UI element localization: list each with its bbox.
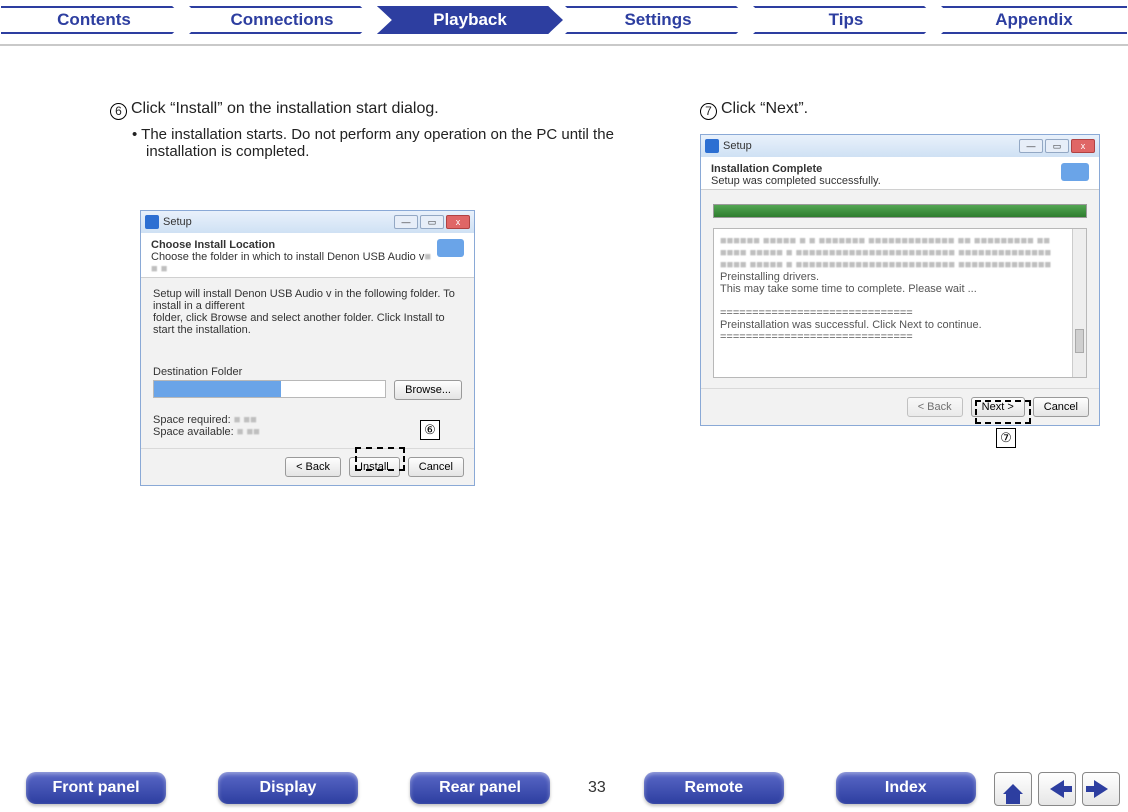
header-sub: Choose the folder in which to install De… [151,251,431,275]
step-7-text: Click “Next”. [721,100,808,117]
cancel-button[interactable]: Cancel [1033,397,1089,417]
step-7-heading: 7Click “Next”. [700,100,1120,120]
close-button[interactable]: x [446,215,470,229]
header-bold: Installation Complete [711,163,822,175]
tab-label: Connections [231,10,334,30]
titlebar-left: Setup [145,215,192,229]
back-button[interactable]: < Back [907,397,963,417]
callout-6-label: ⑥ [420,420,440,440]
home-icon[interactable] [994,772,1032,806]
installer-window-complete: Setup — ▭ x Installation Complete Setup … [700,134,1100,426]
tab-playback[interactable]: Playback [377,6,563,34]
close-button[interactable]: x [1071,139,1095,153]
output-log: ■■■■■■ ■■■■■ ■ ■ ■■■■■■■ ■■■■■■■■■■■■■ ■… [713,228,1087,378]
tab-label: Tips [829,10,864,30]
cancel-button[interactable]: Cancel [408,457,464,477]
window-footer: < Back Next > Cancel [701,388,1099,425]
nav-label: Index [885,779,927,797]
destination-field[interactable] [153,380,386,398]
nav-remote[interactable]: Remote [644,772,784,804]
log-line: This may take some time to complete. Ple… [720,283,1080,295]
app-icon [145,215,159,229]
maximize-button[interactable]: ▭ [1045,139,1069,153]
nav-rear-panel[interactable]: Rear panel [410,772,550,804]
page-nav-icons [994,772,1120,806]
tab-contents[interactable]: Contents [1,6,187,34]
step-6-text: Click “Install” on the installation star… [131,100,439,117]
space-info: Space required: ■ ■■ Space available: ■ … [153,414,462,438]
tab-settings[interactable]: Settings [565,6,751,34]
log-blurred: ■■■■■■ ■■■■■ ■ ■ ■■■■■■■ ■■■■■■■■■■■■■ ■… [720,235,1080,271]
tab-appendix[interactable]: Appendix [941,6,1127,34]
bottom-nav: Front panel Display Rear panel 33 Remote… [0,764,1128,812]
scrollbar[interactable] [1072,229,1086,377]
window-header: Choose Install Location Choose the folde… [141,233,474,278]
nav-label: Display [260,779,317,797]
disk-icon [1061,163,1089,181]
step-7-block: 7Click “Next”. Setup — ▭ x Installation … [700,100,1120,126]
maximize-button[interactable]: ▭ [420,215,444,229]
nav-front-panel[interactable]: Front panel [26,772,166,804]
destination-label: Destination Folder [153,366,462,378]
prev-page-icon[interactable] [1038,772,1076,806]
nav-display[interactable]: Display [218,772,358,804]
window-titlebar: Setup — ▭ x [141,211,474,233]
log-sep: ============================== [720,331,1080,343]
progress-bar [713,204,1087,218]
window-controls: — ▭ x [1019,139,1095,153]
tab-connections[interactable]: Connections [189,6,375,34]
page-number: 33 [588,779,606,797]
header-sub: Setup was completed successfully. [711,175,881,187]
log-line: Preinstallation was successful. Click Ne… [720,319,1080,331]
nav-index[interactable]: Index [836,772,976,804]
step-number-6: 6 [110,103,127,120]
tab-label: Playback [433,10,507,30]
next-page-icon[interactable] [1082,772,1120,806]
step-6-bullet: The installation starts. Do not perform … [146,126,630,160]
header-bold: Choose Install Location [151,239,275,251]
nav-label: Front panel [52,779,139,797]
nav-label: Remote [684,779,743,797]
tab-tips[interactable]: Tips [753,6,939,34]
log-line: Preinstalling drivers. [720,271,1080,283]
back-button[interactable]: < Back [285,457,341,477]
app-icon [705,139,719,153]
window-footer: < Back Install Cancel [141,448,474,485]
minimize-button[interactable]: — [1019,139,1043,153]
window-header: Installation Complete Setup was complete… [701,157,1099,190]
body-text: Setup will install Denon USB Audio v in … [153,288,462,336]
tab-label: Contents [57,10,131,30]
window-body: ■■■■■■ ■■■■■ ■ ■ ■■■■■■■ ■■■■■■■■■■■■■ ■… [701,190,1099,388]
window-title: Setup [723,140,752,152]
callout-7-label: ⑦ [996,428,1016,448]
divider [0,44,1128,46]
browse-button[interactable]: Browse... [394,380,462,400]
callout-7-box [975,400,1031,424]
top-nav: Contents Connections Playback Settings T… [0,6,1128,40]
disk-icon [437,239,464,257]
step-number-7: 7 [700,103,717,120]
window-title: Setup [163,216,192,228]
nav-label: Rear panel [439,779,521,797]
callout-6-box [355,447,405,471]
window-controls: — ▭ x [394,215,470,229]
log-sep: ============================== [720,307,1080,319]
tab-label: Settings [624,10,691,30]
destination-row: Browse... [153,380,462,400]
step-6-heading: 6Click “Install” on the installation sta… [110,100,630,120]
titlebar-left: Setup [705,139,752,153]
installer-window-install: Setup — ▭ x Choose Install Location Choo… [140,210,475,486]
minimize-button[interactable]: — [394,215,418,229]
tab-label: Appendix [995,10,1072,30]
step-6-block: 6Click “Install” on the installation sta… [110,100,630,160]
window-titlebar: Setup — ▭ x [701,135,1099,157]
